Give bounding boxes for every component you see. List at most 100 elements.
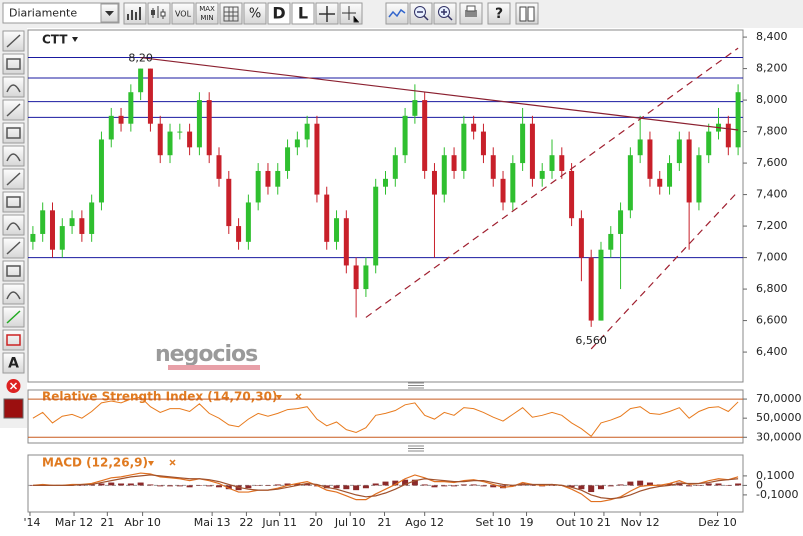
side-tool[interactable] [2,53,25,75]
percent-btn[interactable]: % [243,2,267,25]
y-tick-label: 7,400 [756,188,788,201]
candle-body [89,202,95,234]
side-tool[interactable] [2,306,25,328]
side-tool-btn [2,122,25,144]
title-dropdown[interactable] [72,37,78,42]
side-tool-btn [2,145,25,167]
daily-label: D [272,4,285,23]
x-tick-label: Dez 10 [698,516,737,529]
candle-body [206,100,212,156]
candle-body [187,131,193,148]
side-tool[interactable] [2,214,25,236]
side-tool-btn [2,53,25,75]
period-label: Diariamente [9,7,77,20]
candle-body [412,100,418,116]
histogram-bar [333,485,340,489]
rsi-close[interactable] [295,393,302,400]
side-tool-btn [2,76,25,98]
macd-title: MACD (12,26,9) [42,456,148,470]
candle-body [236,226,242,242]
rsi-dropdown[interactable] [276,395,282,400]
side-toolbar: A [0,28,27,428]
histogram-bar [284,483,291,486]
histogram-bar [617,484,624,486]
wave-btn[interactable] [385,2,409,25]
histogram-bar [725,485,732,486]
side-tool[interactable] [2,237,25,259]
cross-btn[interactable] [315,2,339,25]
x-tick-label: Mar 12 [55,516,93,529]
line-btn[interactable]: L [291,2,315,25]
side-tool[interactable] [2,145,25,167]
x-tick-label: Jul 10 [334,516,366,529]
candle-body [686,139,692,203]
histogram-bar [490,485,497,488]
cross2-btn[interactable] [339,2,363,25]
side-tool-btn [2,191,25,213]
candle-body [471,123,477,132]
panel-grip[interactable] [408,382,424,452]
line-label: L [298,4,308,23]
candle-body [334,218,340,242]
candle-body [520,123,526,164]
side-tool[interactable] [2,99,25,121]
y-tick-label: 0 [756,478,763,491]
histogram-bar [353,485,360,491]
zoom-out-btn[interactable] [409,2,433,25]
side-tool[interactable] [2,191,25,213]
candle-body [392,155,398,179]
histogram-bar [255,485,262,486]
side-tool-icon [6,84,21,93]
color-tool[interactable] [3,398,24,419]
candle-body [559,155,565,171]
histogram-bar [646,482,653,486]
daily-btn[interactable]: D [267,2,291,25]
side-tool[interactable] [2,260,25,282]
candle-body [451,155,457,171]
side-tool[interactable] [2,76,25,98]
tool-btn[interactable] [147,2,171,25]
print-btn[interactable] [459,2,483,25]
histogram-bar [588,485,595,493]
candle-body [383,178,388,187]
period-select[interactable]: Diariamente [2,2,120,24]
side-tool[interactable] [2,329,25,351]
candle-body [539,170,545,179]
tool-btn[interactable] [123,2,147,25]
candle-body [138,68,144,93]
y-tick-label: 7,800 [756,125,788,138]
candle-body [275,170,281,187]
candle-body [353,265,359,290]
candle-body [196,100,202,148]
histogram-bar [176,485,183,487]
delete-tool[interactable] [6,379,21,393]
histogram-bar [715,483,722,486]
side-tool[interactable] [2,283,25,305]
histogram-bar [411,479,418,486]
side-tool[interactable] [2,168,25,190]
histogram-bar [137,482,144,486]
macd-dropdown[interactable] [148,461,154,466]
x-tick-label: Ago 12 [405,516,444,529]
panel-frame [27,389,744,444]
y-tick-label: 6,800 [756,282,788,295]
histogram-bar [568,485,575,488]
help-label: ? [495,6,503,22]
side-tool[interactable] [2,122,25,144]
histogram-bar [245,485,252,489]
book-btn[interactable] [515,2,539,25]
side-tool-icon [6,103,21,117]
vol-btn[interactable]: VOL [171,2,195,25]
candle-body [49,210,55,250]
candle-body [226,178,232,227]
chart-title: CTT [42,33,68,47]
histogram-bar [147,484,154,486]
zoom-in-btn[interactable] [433,2,457,25]
grid-btn[interactable] [219,2,243,25]
text-tool[interactable]: A [2,352,25,374]
help-btn[interactable]: ? [487,2,511,25]
side-tool[interactable] [2,30,25,52]
macd-close[interactable] [169,459,176,466]
candle-body [608,233,614,250]
